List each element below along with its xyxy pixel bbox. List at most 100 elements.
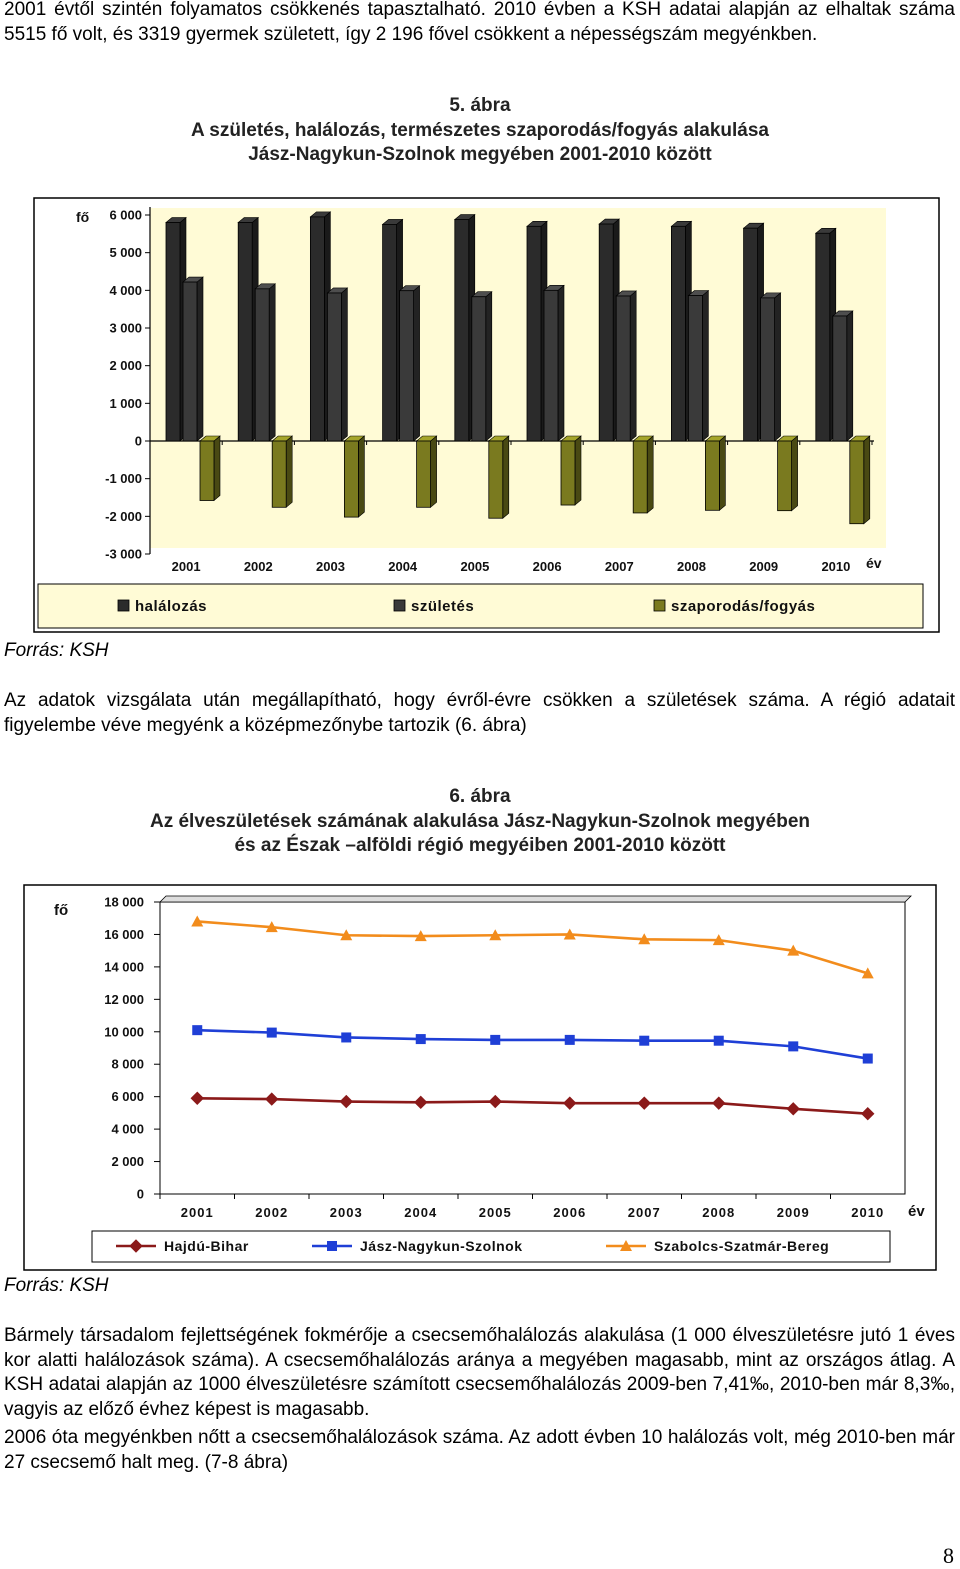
chart2-point — [192, 1025, 203, 1036]
chart2-legend-box — [91, 1230, 891, 1263]
chart1-bar-szaporod-s-fogy-s — [487, 435, 510, 519]
chart2-series-j-sz-nagykun-szolnok — [192, 1025, 873, 1064]
chart1-xtick-label: 2003 — [316, 559, 345, 574]
chart2-point — [490, 1034, 501, 1045]
chart2-ytick-label: 2 000 — [111, 1154, 144, 1169]
chart2-xtick-label: 2004 — [404, 1205, 437, 1220]
chart1-bar-sz-let-s — [326, 287, 349, 442]
chart1-ylabel: fő — [76, 209, 89, 225]
chart2-ytick-label: 12 000 — [104, 992, 144, 1007]
chart1-xtick-label: 2007 — [605, 559, 634, 574]
chart1-legend-box — [37, 583, 924, 629]
chart1-ytick-label: 1 000 — [109, 396, 142, 411]
figure5-bar-chart: 6 000 5 000 4 000 3 000 2 000 1 000 0 -1 000 -2 … — [33, 197, 940, 633]
chart1-bar-szaporod-s-fogy-s — [343, 435, 366, 518]
chart2-xtick-label: 2001 — [181, 1205, 214, 1220]
chart2-xtick-label: 2005 — [479, 1205, 512, 1220]
chart2-ytick-label: 4 000 — [111, 1122, 144, 1137]
chart1-bar-szaporod-s-fogy-s — [704, 435, 727, 511]
chart2-point — [340, 929, 353, 941]
chart2-series-hajd-bihar — [190, 1091, 875, 1121]
chart2-point — [190, 1091, 204, 1105]
chart2-point — [713, 1035, 724, 1046]
chart1-ytick-label: 3 000 — [109, 321, 142, 336]
chart1-xtick-label: 2008 — [677, 559, 706, 574]
paragraph-births-decline: Az adatok vizsgálata után megállapítható… — [4, 690, 955, 736]
chart1-bar-hal-loz-s — [165, 216, 187, 442]
chart2-plot-area — [159, 901, 906, 1195]
chart2-legend-item: Jász-Nagykun-Szolnok — [312, 1238, 522, 1254]
paragraph-infant-mortality: Bármely társadalom fejlettségének fokmér… — [4, 1325, 955, 1420]
chart2-xtick-label: 2010 — [851, 1205, 884, 1220]
chart1-ytick-label: -1 000 — [105, 471, 142, 486]
chart1-bar-sz-let-s — [687, 289, 710, 442]
chart2-point — [488, 1094, 502, 1109]
chart1-ytick-label: 5 000 — [109, 245, 142, 260]
chart1-xtick-label: 2005 — [460, 559, 489, 574]
figure5-title-line2: Jász-Nagykun-Szolnok megyében 2001-2010 … — [248, 144, 712, 165]
chart2-xtick-label: 2002 — [255, 1205, 288, 1220]
chart1-xtick-label: 2009 — [749, 559, 778, 574]
chart1-bar-sz-let-s — [182, 276, 204, 442]
chart2-point — [265, 921, 278, 933]
chart1-ytick-label: 2 000 — [109, 358, 142, 373]
chart1-ytick-label: 6 000 — [109, 208, 142, 223]
chart2-point — [266, 1027, 277, 1038]
chart1-xtick-label: 2006 — [533, 559, 562, 574]
figure5-number: 5. ábra — [449, 95, 511, 116]
chart2-point — [787, 944, 800, 956]
chart1-legend-swatch — [393, 599, 406, 612]
chart1-xtick-label: 2010 — [821, 559, 850, 574]
chart2-series-line — [197, 1028, 868, 1060]
chart2-series-szabolcs-szatm-r-bereg — [191, 915, 874, 979]
chart1-legend-item: születés — [393, 598, 474, 615]
figure5-title-line1: A születés, halálozás, természetes szapo… — [191, 119, 769, 141]
chart2-xtick-label: 2009 — [777, 1205, 810, 1220]
chart1-bar-sz-let-s — [831, 310, 854, 442]
chart2-point — [712, 1096, 726, 1110]
chart2-xtick-label: 2007 — [628, 1205, 661, 1220]
chart2-point — [861, 1106, 875, 1121]
chart2-point — [489, 929, 502, 941]
chart1-bar-szaporod-s-fogy-s — [415, 435, 438, 508]
chart1-bar-szaporod-s-fogy-s — [271, 435, 294, 508]
chart2-xtick-label: 2003 — [330, 1205, 363, 1220]
chart1-xlabel: év — [866, 555, 882, 571]
chart2-point — [414, 930, 427, 942]
chart2-point — [339, 1094, 353, 1109]
chart2-point — [638, 933, 651, 945]
chart1-ytick-label: -2 000 — [105, 509, 142, 524]
chart2-point — [564, 1034, 575, 1045]
chart1-bar-szaporod-s-fogy-s — [560, 435, 582, 506]
chart2-legend-item: Szabolcs-Szatmár-Bereg — [606, 1238, 829, 1254]
paragraph-infant-deaths-count: 2006 óta megyénkben nőtt a csecsemőhalál… — [4, 1427, 955, 1473]
chart2-point — [327, 1241, 337, 1251]
paragraph-population-decrease: 2001 évtől szintén folyamatos csökkenés … — [4, 0, 955, 45]
chart2-point — [414, 1095, 428, 1110]
chart1-bar-sz-let-s — [470, 291, 493, 442]
chart1-xtick-label: 2004 — [388, 559, 418, 574]
figure6-source: Forrás: KSH — [4, 1275, 109, 1296]
chart1-legend-label: halálozás — [135, 598, 207, 615]
chart1-legend-label: születés — [411, 598, 474, 615]
chart2-ytick-label: 16 000 — [104, 927, 144, 942]
chart2-series-line — [197, 1096, 868, 1115]
chart2-wall-top — [159, 895, 912, 903]
chart1-bar-sz-let-s — [759, 292, 782, 442]
chart2-point — [639, 1035, 650, 1046]
figure6-title-line1: Az élveszületések számának alakulása Jás… — [149, 810, 811, 832]
chart2-point — [637, 1096, 651, 1110]
chart2-point — [712, 934, 725, 946]
chart1-bar-szaporod-s-fogy-s — [776, 435, 799, 512]
chart1-legend-swatch — [117, 599, 130, 612]
figure5-title: 5. ábra A születés, halálozás, természet… — [0, 94, 960, 168]
chart2-series-line — [197, 920, 869, 975]
figure6-title-line2: és az Észak –alföldi régió megyéiben 200… — [234, 835, 726, 856]
chart2-point — [786, 1102, 800, 1116]
chart2-point — [788, 1041, 799, 1052]
chart2-ytick-label: 6 000 — [111, 1089, 144, 1104]
figure6-line-chart: 18 000 16 000 14 000 12 000 10 000 8 000 6 000… — [23, 884, 937, 1271]
chart1-legend-label: szaporodás/fogyás — [671, 598, 815, 615]
chart2-ytick-label: 10 000 — [104, 1024, 144, 1039]
chart1-bar-sz-let-s — [615, 290, 638, 442]
